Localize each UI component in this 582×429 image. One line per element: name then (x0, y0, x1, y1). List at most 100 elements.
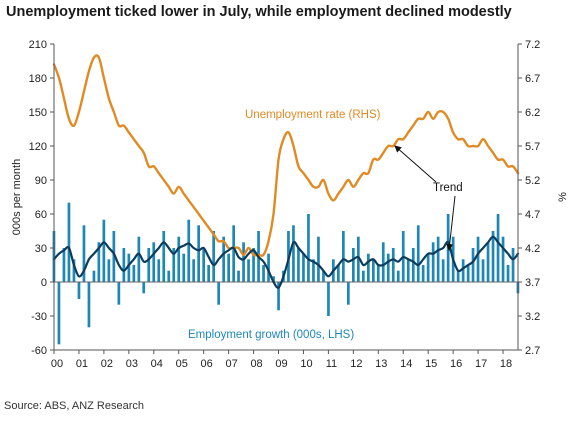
x-tick-label: 02 (101, 358, 113, 370)
employment-bar (441, 259, 445, 282)
employment-bar (471, 248, 475, 282)
trend-arrow-unemployment (394, 145, 437, 183)
employment-bar (147, 248, 151, 282)
x-tick-label: 17 (475, 358, 487, 370)
employment-bar (307, 214, 310, 282)
right-tick-label: 6.7 (525, 73, 540, 85)
employment-bar (197, 225, 200, 282)
employment-bar (242, 242, 245, 282)
employment-bar (252, 248, 255, 282)
employment-trend-line (52, 235, 520, 289)
employment-bar (292, 225, 295, 282)
employment-bar (142, 282, 146, 294)
employment-bar (501, 236, 505, 282)
employment-bar (491, 231, 495, 282)
employment-bar (466, 265, 470, 282)
employment-bar (127, 253, 131, 282)
unemployment-rate-line (52, 54, 520, 258)
right-tick-label: 5.2 (525, 175, 540, 187)
left-tick-label: 150 (29, 107, 47, 119)
x-tick-label: 16 (450, 358, 462, 370)
left-tick-label: 90 (35, 175, 47, 187)
employment-bar (406, 259, 410, 282)
employment-bar (267, 253, 270, 282)
left-tick-label: -30 (31, 311, 47, 323)
employment-bar (122, 248, 126, 282)
x-tick-label: 11 (326, 358, 337, 370)
employment-bar (247, 259, 250, 282)
employment-bar (381, 242, 385, 282)
x-tick-label: 04 (151, 358, 163, 370)
employment-bar (87, 282, 91, 328)
left-tick-label: 180 (29, 73, 47, 85)
employment-bar (57, 282, 61, 345)
unemployment-group (52, 54, 520, 258)
x-tick-label: 07 (225, 358, 237, 370)
employment-bar (481, 259, 485, 282)
employment-bar (302, 253, 305, 282)
employment-bar (182, 253, 186, 282)
employment-bar (137, 236, 141, 282)
employment-bar (202, 248, 205, 282)
employment-series-label: Employment growth (000s, LHS) (188, 329, 354, 341)
employment-bar (272, 276, 275, 282)
employment-bar (372, 259, 375, 282)
employment-bar (262, 265, 265, 282)
x-tick-label: 06 (201, 358, 213, 370)
employment-bar (391, 248, 395, 282)
employment-bar (102, 219, 106, 282)
employment-bar (357, 236, 360, 282)
right-tick-label: 4.2 (525, 243, 540, 255)
x-tick-label: 18 (500, 358, 512, 370)
employment-bars-group (52, 202, 520, 345)
x-tick-label: 01 (76, 358, 88, 370)
x-tick-label: 13 (375, 358, 387, 370)
labels-group: 2101801501209060300-30-607.26.76.25.75.2… (11, 39, 569, 370)
employment-bar (277, 282, 280, 311)
employment-bar (327, 282, 330, 316)
employment-bar (222, 236, 225, 282)
employment-bar (511, 248, 515, 282)
employment-bar (322, 270, 325, 282)
x-tick-label: 09 (275, 358, 287, 370)
left-tick-label: 0 (41, 277, 47, 289)
unemployment-series-label: Unemployment rate (RHS) (245, 109, 381, 121)
right-tick-label: 7.2 (525, 39, 540, 51)
employment-bar (426, 253, 430, 282)
employment-bar (162, 231, 166, 282)
employment-bar (362, 270, 365, 282)
right-tick-label: 3.7 (525, 277, 540, 289)
right-tick-label: 2.7 (525, 345, 540, 357)
employment-bar (117, 282, 121, 305)
employment-bar (97, 242, 101, 282)
chart-title: Unemployment ticked lower in July, while… (6, 4, 512, 20)
axes-group (50, 43, 522, 354)
employment-bar (312, 259, 315, 282)
employment-bar (352, 248, 355, 282)
employment-bar (237, 270, 240, 282)
right-tick-label: 4.7 (525, 209, 540, 221)
employment-bar (187, 219, 191, 282)
right-tick-label: 3.2 (525, 311, 540, 323)
employment-bar (207, 265, 210, 282)
employment-bar (167, 270, 171, 282)
left-tick-label: 30 (35, 243, 47, 255)
employment-bar (232, 225, 235, 282)
left-tick-label: 210 (29, 39, 47, 51)
employment-bar (62, 248, 66, 282)
employment-bar (476, 236, 480, 282)
employment-bar (342, 231, 345, 282)
x-tick-label: 08 (250, 358, 262, 370)
employment-bar (376, 265, 380, 282)
employment-bar (456, 270, 460, 282)
right-tick-label: 5.7 (525, 141, 540, 153)
employment-bar (217, 282, 220, 305)
employment-bar (82, 225, 86, 282)
employment-bar (112, 231, 116, 282)
employment-bar (297, 248, 300, 282)
employment-bar (436, 236, 440, 282)
employment-bar (157, 259, 161, 282)
employment-bar (367, 253, 370, 282)
x-tick-label: 14 (400, 358, 412, 370)
